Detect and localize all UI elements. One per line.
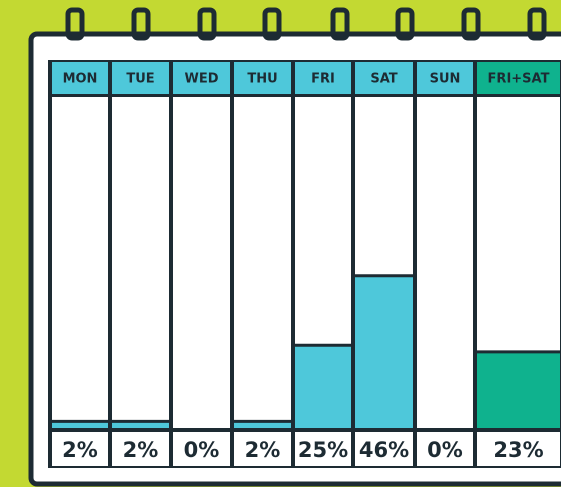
label-cell (355, 432, 413, 466)
bar (234, 421, 291, 428)
x-tick-label: TUE (126, 72, 154, 87)
x-tick-label: MON (63, 72, 98, 87)
x-tick-label: FRI+SAT (488, 72, 550, 87)
header-cell (417, 62, 473, 94)
label-cell (52, 432, 108, 466)
column-bg (52, 97, 108, 428)
label-cell (112, 432, 169, 466)
bar (477, 351, 560, 428)
ring (395, 7, 415, 41)
x-tick-label: WED (184, 72, 218, 87)
header-cell (477, 62, 560, 94)
data-label: 2% (123, 438, 159, 462)
column-bg (417, 97, 473, 428)
ring (262, 7, 282, 41)
header-cell (234, 62, 291, 94)
data-label: 23% (493, 438, 543, 462)
data-label: 2% (245, 438, 281, 462)
label-cell (417, 432, 473, 466)
header-cell (52, 62, 108, 94)
header-cell (112, 62, 169, 94)
ring (330, 7, 350, 41)
rings (65, 7, 547, 41)
label-cell (477, 432, 560, 466)
data-label: 0% (184, 438, 220, 462)
data-label: 0% (427, 438, 463, 462)
bar (52, 421, 108, 428)
label-cell (234, 432, 291, 466)
bar (112, 421, 169, 428)
column-bg (234, 97, 291, 428)
ring (197, 7, 217, 41)
header-cell (173, 62, 230, 94)
ring (65, 7, 85, 41)
x-tick-label: FRI (311, 72, 335, 87)
x-tick-label: SUN (430, 72, 461, 87)
ring (527, 7, 547, 41)
ring (461, 7, 481, 41)
data-label: 2% (62, 438, 98, 462)
label-cell (173, 432, 230, 466)
column-bg (112, 97, 169, 428)
header-cell (295, 62, 351, 94)
bar (355, 275, 413, 428)
header-cell (355, 62, 413, 94)
data-label: 46% (359, 438, 409, 462)
x-tick-label: THU (247, 72, 277, 87)
column-bg (173, 97, 230, 428)
data-label: 25% (298, 438, 348, 462)
x-tick-label: SAT (370, 72, 397, 87)
label-cell (295, 432, 351, 466)
bar (295, 345, 351, 428)
ring (131, 7, 151, 41)
